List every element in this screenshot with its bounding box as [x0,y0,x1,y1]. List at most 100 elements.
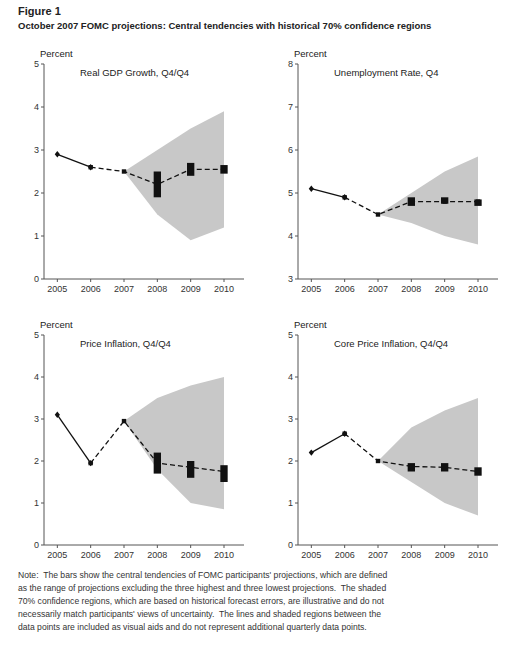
marker [309,186,314,192]
x-tick-label: 2009 [181,284,201,294]
y-tick-label: 4 [34,102,39,112]
line [345,434,478,472]
plot-area [309,398,482,516]
y-axis-label: Percent [40,48,73,59]
central-tendency-bar [220,165,227,174]
y-tick [295,377,298,378]
y-tick-label: 0 [34,274,39,284]
x-tick-label: 2007 [368,284,388,294]
x-tick-label: 2005 [47,284,67,294]
y-tick [41,64,44,65]
x-tick [124,545,125,548]
line [57,415,90,463]
panel-title: Core Price Inflation, Q4/Q4 [334,338,448,349]
y-tick-label: 6 [288,145,293,155]
x-tick-label: 2007 [114,284,134,294]
marker [309,449,314,455]
y-tick-label: 0 [288,540,293,550]
y-axis-label: Percent [294,319,327,330]
marker [88,164,93,170]
x-tick-label: 2008 [147,284,167,294]
x-tick-label: 2009 [181,550,201,560]
line [311,434,344,453]
x-tick [57,279,58,282]
y-tick-label: 2 [34,188,39,198]
y-tick-label: 7 [288,102,293,112]
x-axis [298,545,498,546]
y-tick [295,107,298,108]
y-axis-label: Percent [40,319,73,330]
x-tick [157,545,158,548]
x-tick [378,279,379,282]
x-tick-label: 2010 [214,550,234,560]
marker [88,165,92,169]
y-tick-label: 2 [34,456,39,466]
y-tick [295,419,298,420]
y-tick-label: 3 [288,274,293,284]
note-line: Note: The bars show the central tendenci… [18,570,388,580]
note-line: 70% confidence regions, which are based … [18,596,385,606]
confidence-band [124,111,224,240]
x-tick-label: 2008 [401,550,421,560]
line [57,154,90,167]
y-tick [295,64,298,65]
y-tick-label: 5 [288,188,293,198]
line [345,197,478,214]
y-tick-label: 1 [34,498,39,508]
marker [55,151,60,157]
confidence-band [378,398,478,516]
marker [122,419,126,423]
central-tendency-bar [441,463,448,471]
y-tick-label: 4 [288,372,293,382]
x-tick-label: 2006 [335,550,355,560]
panel: 200520062007200820092010012345Price Infl… [34,319,244,560]
y-tick [295,236,298,237]
y-tick-label: 0 [34,540,39,550]
y-tick [41,335,44,336]
y-tick-label: 5 [288,330,293,340]
x-tick [378,545,379,548]
x-tick [411,279,412,282]
x-tick-label: 2006 [81,550,101,560]
y-tick-label: 1 [34,231,39,241]
panel: 200520062007200820092010012345Real GDP G… [34,48,244,294]
x-tick-label: 2009 [435,284,455,294]
central-tendency-bar [187,461,194,478]
central-tendency-bar [220,465,227,482]
x-tick [444,279,445,282]
note-line: data points are included as visual aids … [18,622,367,632]
marker [376,212,380,216]
central-tendency-bar [408,197,415,206]
x-tick [157,279,158,282]
panel-title: Unemployment Rate, Q4 [334,67,439,78]
central-tendency-bar [154,453,161,474]
x-tick-label: 2010 [468,550,488,560]
plot-area [55,377,228,509]
x-tick [344,279,345,282]
panel: 200520062007200820092010345678Unemployme… [288,48,498,294]
y-tick [295,193,298,194]
line [311,189,344,198]
x-tick-label: 2005 [47,550,67,560]
y-tick [41,193,44,194]
y-tick-label: 5 [34,330,39,340]
plot-area [55,111,228,240]
central-tendency-bar [474,467,481,475]
note: Note: The bars show the central tendenci… [18,570,388,632]
x-tick [478,279,479,282]
x-axis [44,279,244,280]
marker [376,459,380,463]
central-tendency-bar [154,172,161,198]
x-tick [344,545,345,548]
y-tick [41,236,44,237]
figure: Figure 1October 2007 FOMC projections: C… [0,0,511,665]
x-tick [57,545,58,548]
y-axis [44,64,45,279]
x-tick-label: 2010 [468,284,488,294]
confidence-band [124,377,224,509]
y-tick-label: 3 [34,145,39,155]
note-line: as the range of projections excluding th… [18,583,386,593]
y-tick [295,545,298,546]
x-tick-label: 2007 [114,550,134,560]
x-tick [411,545,412,548]
